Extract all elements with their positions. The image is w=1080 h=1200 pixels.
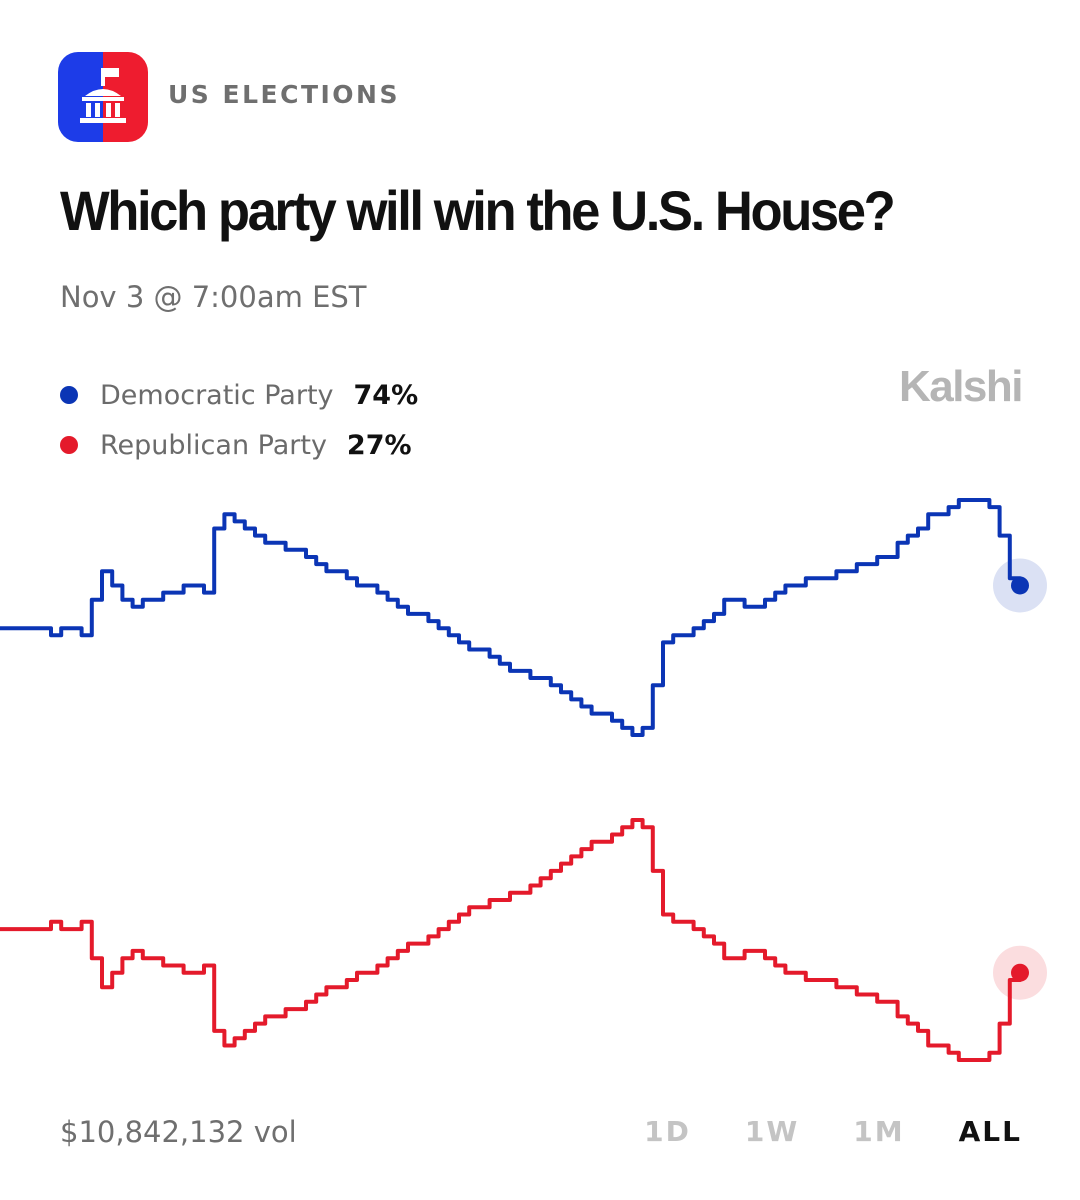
range-all-button[interactable]: ALL (958, 1115, 1022, 1148)
legend-name: Democratic Party (100, 379, 334, 411)
range-1d-button[interactable]: 1D (644, 1115, 691, 1148)
endpoint-marker-republican[interactable] (1011, 963, 1029, 982)
series-line-republican (0, 818, 1022, 1062)
endpoint-marker-democratic[interactable] (1011, 576, 1029, 595)
legend-value: 74% (353, 379, 419, 411)
legend-item-democratic: Democratic Party 74% (60, 370, 418, 420)
range-selector: 1D 1W 1M ALL (644, 1115, 1022, 1148)
range-1m-button[interactable]: 1M (853, 1115, 905, 1148)
volume-text: $10,842,132 vol (60, 1115, 297, 1149)
series-line-democratic (0, 498, 1022, 737)
legend-name: Republican Party (100, 429, 327, 461)
brand-logo: Kalshi (898, 362, 1024, 411)
legend-value: 27% (346, 429, 412, 461)
page-title: Which party will win the U.S. House? (60, 179, 896, 242)
category-label[interactable]: US ELECTIONS (168, 80, 400, 109)
legend-item-republican: Republican Party 27% (60, 420, 418, 470)
chart-legend: Democratic Party 74% Republican Party 27… (60, 370, 418, 470)
range-1w-button[interactable]: 1W (744, 1115, 800, 1148)
republican-dot-icon (60, 436, 78, 454)
app-icon (58, 52, 148, 142)
capitol-building-icon (58, 52, 148, 142)
democratic-dot-icon (60, 386, 78, 404)
timestamp: Nov 3 @ 7:00am EST (60, 280, 367, 314)
